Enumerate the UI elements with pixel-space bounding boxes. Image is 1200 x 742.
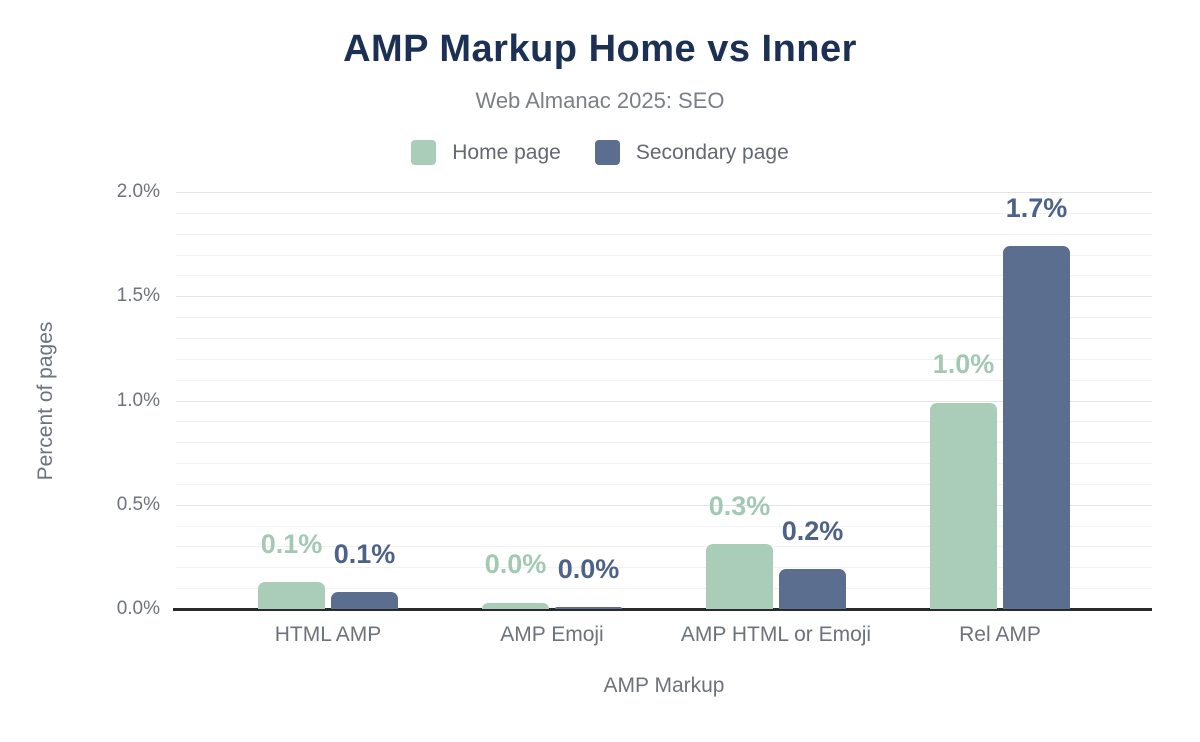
bar-value-label: 0.0% bbox=[557, 553, 620, 584]
chart-title: AMP Markup Home vs Inner bbox=[343, 28, 857, 70]
legend-swatch bbox=[411, 140, 437, 165]
bar-value-label: 0.1% bbox=[260, 528, 323, 559]
x-axis-line bbox=[173, 608, 1152, 611]
gridline-minor bbox=[176, 421, 1152, 423]
chart-subtitle: Web Almanac 2025: SEO bbox=[475, 88, 725, 113]
gridline-major bbox=[176, 504, 1152, 506]
category-label: HTML AMP bbox=[274, 623, 382, 646]
x-axis-title: AMP Markup bbox=[603, 674, 725, 697]
gridline-major bbox=[176, 296, 1152, 298]
y-tick-label: 0.5% bbox=[116, 493, 160, 515]
gridline-minor bbox=[176, 525, 1152, 527]
y-tick-label: 2.0% bbox=[116, 181, 160, 202]
bar-secondary[interactable] bbox=[331, 592, 398, 609]
bar-secondary[interactable] bbox=[779, 569, 846, 609]
gridline-minor bbox=[176, 233, 1152, 235]
gridline-minor bbox=[176, 275, 1152, 277]
gridline-minor bbox=[176, 254, 1152, 256]
legend-label: Home page bbox=[452, 140, 561, 164]
legend-swatch bbox=[594, 140, 620, 165]
gridline-major bbox=[176, 400, 1152, 402]
bar-home[interactable] bbox=[482, 602, 549, 609]
gridline-minor bbox=[176, 358, 1152, 360]
bar-value-label: 1.7% bbox=[1005, 192, 1068, 223]
gridline-minor bbox=[176, 317, 1152, 319]
gridline-minor bbox=[176, 212, 1152, 214]
legend: Home page Secondary page bbox=[0, 140, 1200, 165]
category-label: Rel AMP bbox=[959, 623, 1041, 646]
y-tick-label: 0.0% bbox=[116, 598, 160, 619]
gridline-minor bbox=[176, 379, 1152, 381]
bar-home[interactable] bbox=[258, 581, 325, 609]
y-tick-label: 1.0% bbox=[116, 389, 160, 411]
gridline-minor bbox=[176, 442, 1152, 444]
bar-secondary[interactable] bbox=[555, 606, 622, 609]
gridline-minor bbox=[176, 337, 1152, 339]
legend-label: Secondary page bbox=[635, 140, 789, 164]
gridline-minor bbox=[176, 463, 1152, 465]
gridline-major bbox=[176, 192, 1152, 193]
legend-item-secondary[interactable]: Secondary page bbox=[594, 140, 789, 165]
gridline-minor bbox=[176, 567, 1152, 569]
bar-home[interactable] bbox=[930, 402, 997, 609]
y-tick-label: 1.5% bbox=[116, 285, 160, 307]
category-label: AMP HTML or Emoji bbox=[680, 623, 872, 646]
gridline-minor bbox=[176, 546, 1152, 548]
gridline-minor bbox=[176, 588, 1152, 590]
legend-item-home[interactable]: Home page bbox=[411, 140, 561, 165]
category-label: AMP Emoji bbox=[500, 623, 604, 646]
plot-area: 0.0% 0.5% 1.0% 1.5% 2.0% 0.1% 0.1% HTML AMP 0.0%… bbox=[117, 181, 1152, 646]
bar-value-label: 0.2% bbox=[781, 516, 844, 547]
bar-home[interactable] bbox=[706, 544, 773, 609]
bar-value-label: 0.0% bbox=[484, 549, 547, 580]
bar-secondary[interactable] bbox=[1003, 246, 1070, 609]
bar-value-label: 0.1% bbox=[333, 538, 396, 569]
gridline-minor bbox=[176, 483, 1152, 485]
bar-value-label: 0.3% bbox=[708, 491, 771, 522]
